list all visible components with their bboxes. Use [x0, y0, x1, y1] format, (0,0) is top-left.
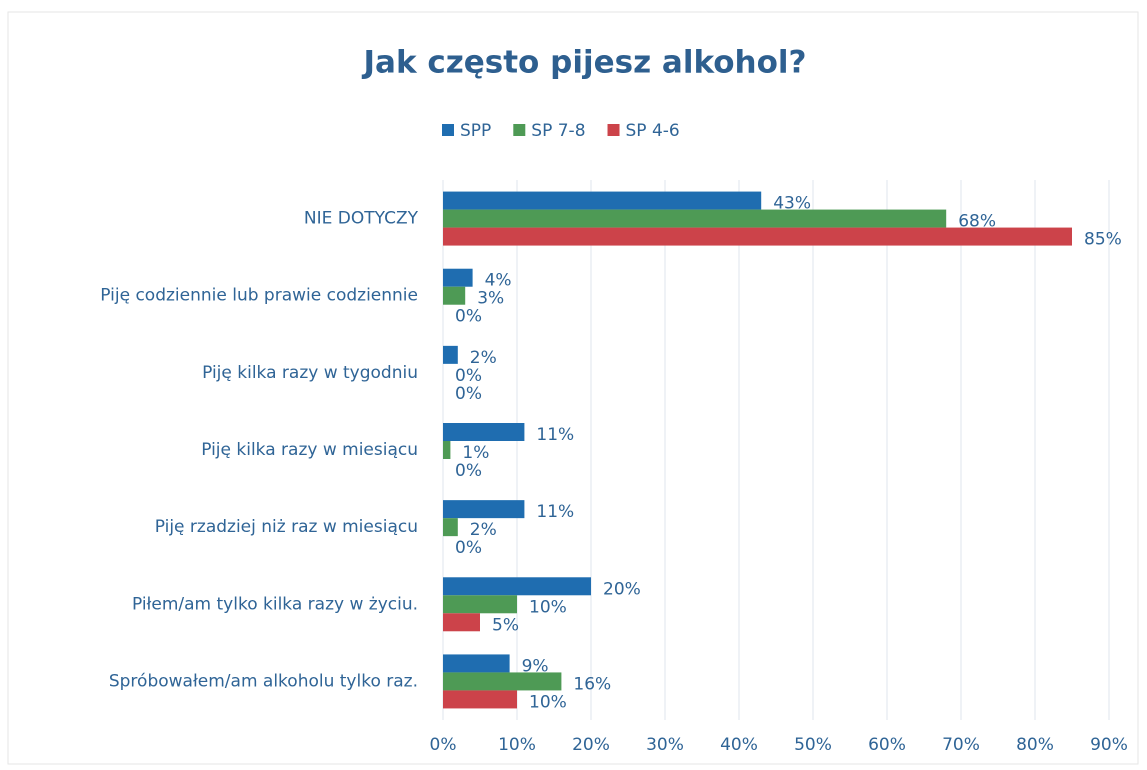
legend-label: SP 4-6: [626, 121, 680, 141]
bar: [443, 268, 473, 287]
chart-frame: [7, 11, 1139, 765]
x-tick-label: 50%: [794, 735, 832, 755]
x-tick-label: 10%: [498, 735, 536, 755]
value-label: 85%: [1084, 230, 1122, 250]
value-label: 20%: [603, 579, 641, 599]
x-tick-label: 70%: [942, 735, 980, 755]
value-label: 2%: [470, 348, 497, 368]
y-tick-label: Piję rzadziej niż raz w miesiącu: [155, 517, 418, 537]
bar: [443, 518, 458, 537]
bar: [443, 191, 762, 210]
chart-title: Jak często pijesz alkohol?: [361, 45, 806, 81]
bar: [443, 286, 466, 305]
legend-swatch: [513, 124, 526, 136]
value-label: 2%: [470, 520, 497, 540]
value-label: 9%: [522, 656, 549, 676]
bar: [443, 577, 591, 596]
value-label: 0%: [455, 538, 482, 558]
value-label: 43%: [773, 194, 811, 214]
bar: [443, 613, 480, 632]
legend-label: SP 7-8: [531, 121, 585, 141]
value-label: 5%: [492, 615, 519, 635]
bar: [443, 423, 525, 441]
y-tick-label: Spróbowałem/am alkoholu tylko raz.: [109, 671, 418, 691]
bar: [443, 227, 1072, 246]
value-label: 0%: [455, 366, 482, 386]
value-label: 10%: [529, 692, 567, 712]
legend-swatch: [607, 124, 620, 136]
y-tick-label: Piję kilka razy w miesiącu: [201, 440, 418, 460]
x-tick-label: 60%: [868, 735, 906, 755]
bar: [443, 441, 451, 459]
value-label: 11%: [536, 502, 574, 522]
legend-swatch: [442, 124, 454, 136]
value-label: 10%: [529, 597, 567, 617]
y-tick-label: Piję kilka razy w tygodniu: [202, 363, 418, 383]
value-label: 0%: [455, 307, 482, 327]
bar: [443, 690, 517, 709]
bar: [443, 595, 517, 614]
value-label: 11%: [536, 425, 574, 445]
value-label: 16%: [573, 674, 611, 694]
x-tick-label: 40%: [720, 735, 758, 755]
y-tick-label: NIE DOTYCZY: [304, 209, 419, 229]
bar: [443, 345, 458, 364]
legend-label: SPP: [460, 121, 491, 141]
bar: [443, 672, 562, 691]
value-label: 3%: [477, 289, 504, 309]
bar: [443, 500, 525, 519]
value-label: 0%: [455, 461, 482, 481]
value-label: 4%: [485, 271, 512, 291]
value-label: 1%: [462, 443, 489, 463]
x-tick-label: 30%: [646, 735, 684, 755]
x-tick-label: 80%: [1016, 735, 1054, 755]
x-tick-label: 90%: [1090, 735, 1128, 755]
value-label: 68%: [958, 212, 996, 232]
y-tick-label: Piję codziennie lub prawie codziennie: [100, 286, 418, 306]
value-label: 0%: [455, 384, 482, 404]
bar: [443, 654, 510, 673]
x-tick-label: 20%: [572, 735, 610, 755]
bar: [443, 209, 947, 228]
y-tick-label: Piłem/am tylko kilka razy w życiu.: [132, 594, 418, 614]
x-tick-label: 0%: [430, 735, 457, 755]
